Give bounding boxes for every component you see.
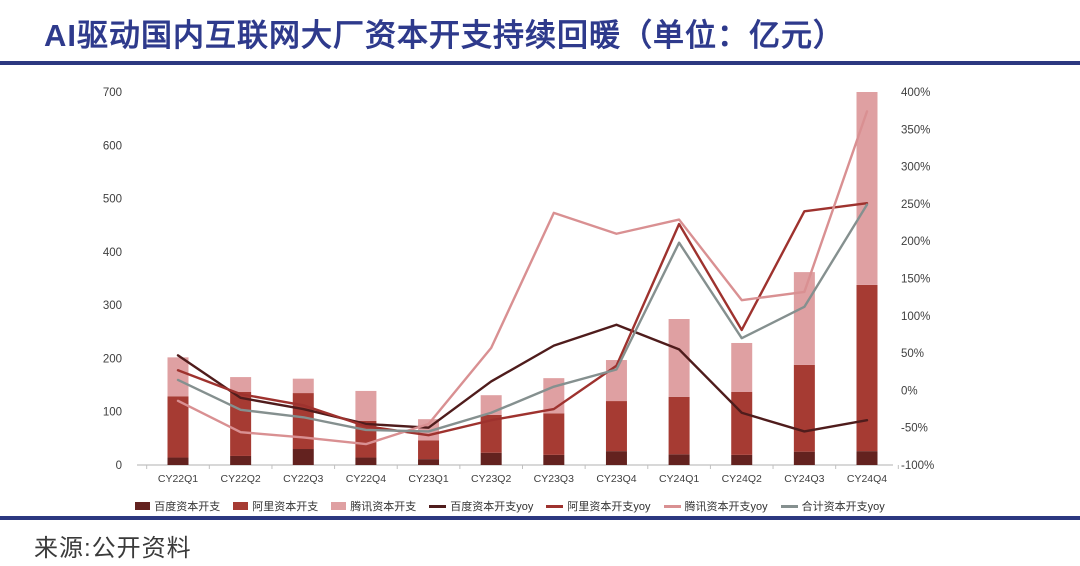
bar-segment-阿里资本开支-CY23Q3	[543, 413, 565, 455]
top-divider	[0, 61, 1080, 65]
bar-segment-腾讯资本开支-CY24Q3	[793, 272, 815, 365]
right-axis-tick: 350%	[901, 124, 930, 136]
bar-segment-百度资本开支-CY22Q2	[230, 455, 252, 465]
legend-swatch	[429, 504, 447, 508]
legend-swatch	[233, 502, 249, 510]
bar-segment-腾讯资本开支-CY22Q2	[230, 377, 252, 392]
legend-item-阿里资本开支: 阿里资本开支	[233, 498, 318, 514]
right-axis-tick: -50%	[901, 423, 928, 435]
bar-segment-百度资本开支-CY24Q3	[793, 451, 815, 465]
line-阿里资本开支yoy	[176, 201, 869, 437]
page-title: AI驱动国内互联网大厂资本开支持续回暖（单位：亿元）	[44, 18, 845, 53]
bar-segment-阿里资本开支-CY22Q3	[292, 393, 314, 450]
right-axis-tick: 0%	[901, 385, 918, 397]
legend-swatch	[135, 502, 151, 510]
legend-item-腾讯资本开支: 腾讯资本开支	[331, 498, 416, 514]
x-axis-label: CY24Q2	[722, 473, 762, 485]
left-axis-tick: 600	[103, 140, 122, 152]
left-axis-tick: 500	[103, 194, 122, 206]
bar-segment-百度资本开支-CY23Q4	[605, 451, 627, 465]
source-text: 来源:公开资料	[34, 535, 192, 562]
left-axis-tick: 400	[103, 247, 122, 259]
line-腾讯资本开支yoy	[176, 110, 869, 446]
bar-segment-百度资本开支-CY22Q1	[167, 457, 189, 465]
legend-label: 百度资本开支	[154, 501, 221, 513]
left-axis-tick: 700	[103, 87, 122, 99]
legend-label: 阿里资本开支yoy	[567, 501, 651, 513]
bar-segment-腾讯资本开支-CY24Q1	[668, 318, 690, 397]
bar-segment-百度资本开支-CY23Q1	[418, 459, 440, 465]
x-axis-label: CY22Q4	[346, 473, 386, 485]
bar-segment-腾讯资本开支-CY24Q2	[731, 342, 753, 392]
bar-segment-腾讯资本开支-CY22Q4	[355, 390, 377, 421]
bar-segment-阿里资本开支-CY23Q1	[418, 440, 440, 460]
bar-segment-百度资本开支-CY24Q1	[668, 454, 690, 465]
bar-segment-阿里资本开支-CY24Q3	[793, 364, 815, 452]
legend-item-百度资本开支: 百度资本开支	[135, 498, 220, 514]
x-axis-label: CY22Q1	[158, 473, 198, 485]
legend-label: 腾讯资本开支	[350, 501, 417, 513]
bar-segment-腾讯资本开支-CY22Q3	[292, 378, 314, 394]
legend-label: 合计资本开支yoy	[801, 501, 885, 513]
bar-segment-百度资本开支-CY23Q3	[543, 454, 565, 465]
bar-segment-阿里资本开支-CY22Q2	[230, 391, 252, 456]
line-合计资本开支yoy	[176, 203, 869, 433]
bar-segment-阿里资本开支-CY22Q1	[167, 396, 189, 458]
legend-swatch	[663, 504, 681, 508]
right-axis-tick: 100%	[901, 311, 930, 323]
legend-label: 腾讯资本开支yoy	[684, 501, 768, 513]
bar-segment-百度资本开支-CY24Q2	[731, 454, 753, 465]
x-axis-label: CY22Q2	[220, 473, 260, 485]
bar-segment-腾讯资本开支-CY22Q1	[167, 357, 189, 397]
x-axis-label: CY23Q4	[596, 473, 636, 485]
legend-item-合计资本开支yoy: 合计资本开支yoy	[780, 498, 885, 514]
legend-swatch	[780, 504, 798, 508]
bar-segment-腾讯资本开支-CY24Q4	[856, 92, 878, 285]
x-axis-label: CY23Q2	[471, 473, 511, 485]
right-axis-tick: 300%	[901, 162, 930, 174]
x-axis-label: CY22Q3	[283, 473, 323, 485]
bar-segment-百度资本开支-CY24Q4	[856, 451, 878, 465]
right-axis-tick: -100%	[901, 460, 934, 472]
bar-segment-阿里资本开支-CY24Q2	[731, 391, 753, 455]
x-axis-label: CY24Q4	[847, 473, 887, 485]
right-axis-tick: 200%	[901, 236, 930, 248]
legend-item-腾讯资本开支yoy: 腾讯资本开支yoy	[663, 498, 768, 514]
bottom-divider	[0, 516, 1080, 520]
left-axis-tick: 300	[103, 300, 122, 312]
legend-item-百度资本开支yoy: 百度资本开支yoy	[429, 498, 533, 514]
x-axis-label: CY23Q1	[408, 473, 448, 485]
capex-chart: 0 100 200 300 400 500 600 700 -100% -50% 0% 50% 100%…	[0, 78, 1080, 513]
legend-swatch	[546, 504, 564, 508]
legend-label: 百度资本开支yoy	[450, 501, 534, 513]
chart-plot-area: 0 100 200 300 400 500 600 700 -100% -50% 0% 50% 100%…	[103, 87, 934, 485]
right-axis-tick: 250%	[901, 199, 930, 211]
bar-segment-阿里资本开支-CY23Q4	[605, 401, 627, 452]
left-axis-tick: 100	[103, 407, 122, 419]
left-axis-tick: 200	[103, 353, 122, 365]
line-百度资本开支yoy	[176, 323, 869, 433]
bar-segment-阿里资本开支-CY24Q1	[668, 396, 690, 455]
legend-swatch	[331, 502, 347, 510]
x-axis-label: CY23Q3	[534, 473, 574, 485]
bar-segment-阿里资本开支-CY24Q4	[856, 284, 878, 452]
x-axis-label: CY24Q3	[784, 473, 824, 485]
bar-segment-百度资本开支-CY23Q2	[480, 452, 502, 465]
right-axis-tick: 50%	[901, 348, 924, 360]
x-axis-label: CY24Q1	[659, 473, 699, 485]
bar-segment-百度资本开支-CY22Q4	[355, 457, 377, 465]
bar-segment-百度资本开支-CY22Q3	[292, 449, 314, 465]
left-axis-tick: 0	[116, 460, 122, 472]
right-axis-tick: 150%	[901, 274, 930, 286]
legend-label: 阿里资本开支	[252, 501, 319, 513]
chart-legend: 百度资本开支 阿里资本开支 腾讯资本开支 百度资本开支yoy 阿里资本开支yoy 腾讯资本…	[70, 498, 950, 514]
right-axis-tick: 400%	[901, 87, 930, 99]
legend-item-阿里资本开支yoy: 阿里资本开支yoy	[546, 498, 651, 514]
bar-segment-阿里资本开支-CY23Q2	[480, 414, 502, 453]
